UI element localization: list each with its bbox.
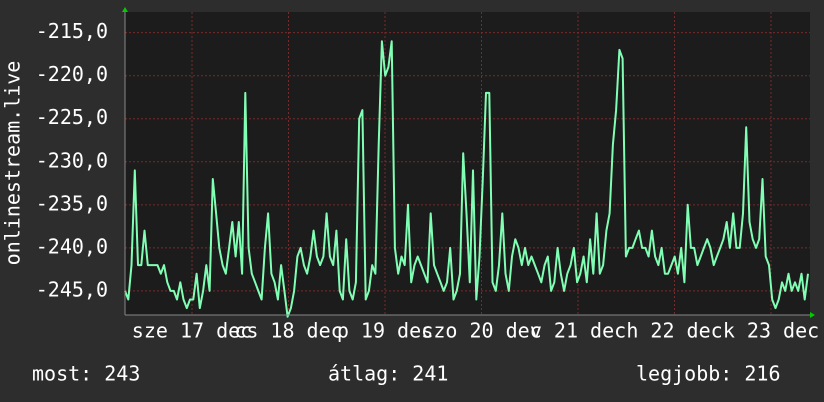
- y-tick-label: -225,0: [36, 105, 108, 129]
- plot-area: [125, 12, 810, 315]
- y-tick-label: -235,0: [36, 191, 108, 215]
- y-tick-label: -240,0: [36, 234, 108, 258]
- y-tick-label: -215,0: [36, 19, 108, 43]
- x-tick-label: v 21 dec: [530, 319, 626, 343]
- legend-average: átlag: 241: [328, 362, 448, 386]
- data-line: [124, 40, 809, 318]
- y-tick-label: -220,0: [36, 62, 108, 86]
- legend-max: legjobb: 216: [636, 362, 781, 386]
- axis-arrow: [122, 7, 128, 12]
- x-tick-label: cs 18 dec: [234, 319, 342, 343]
- legend-current: most: 243: [32, 362, 140, 386]
- x-tick-label: p 19 dec: [337, 319, 433, 343]
- y-tick-label: -245,0: [36, 277, 108, 301]
- x-tick-label: sze 17 dec: [132, 319, 252, 343]
- x-tick-label: k 23 dec: [723, 319, 819, 343]
- x-tick-label: szo 20 dec: [421, 319, 541, 343]
- axis-arrow: [810, 312, 815, 318]
- x-tick-label: h 22 dec: [626, 319, 722, 343]
- y-tick-label: -230,0: [36, 148, 108, 172]
- y-axis-label: onlinestream.live: [1, 61, 25, 266]
